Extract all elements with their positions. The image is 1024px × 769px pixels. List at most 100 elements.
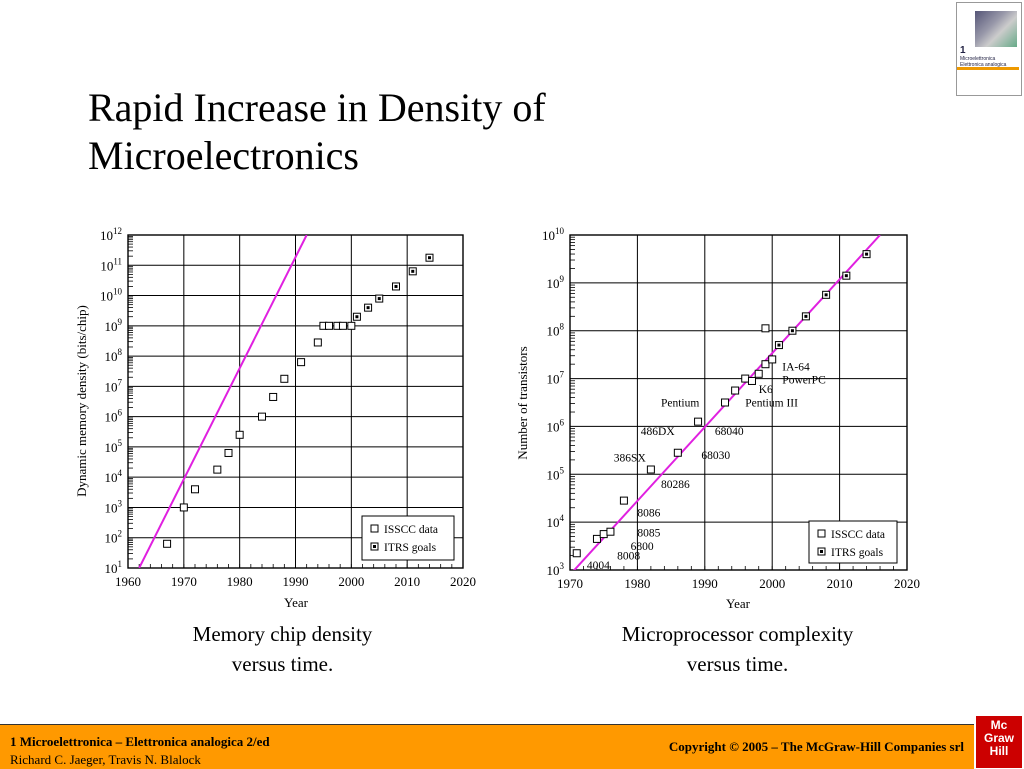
isscc-data-point	[673, 448, 682, 457]
footer-authors: Richard C. Jaeger, Travis N. Blalock	[10, 752, 201, 767]
y-tick-label: 104	[547, 513, 565, 530]
x-axis-label: Year	[284, 595, 309, 610]
isscc-data-point	[761, 360, 770, 369]
book-cover-thumbnail: 1 Microelettronica Elettronica analogica	[956, 2, 1022, 96]
isscc-data-point	[297, 358, 306, 367]
isscc-data-point	[754, 369, 763, 378]
legend-marker-dot	[820, 550, 823, 553]
isscc-data-point	[592, 534, 601, 543]
itrs-goal-point-dot	[824, 293, 828, 297]
chip-annotation: IA-64	[782, 362, 810, 374]
x-axis-label: Year	[726, 596, 751, 611]
isscc-data-point	[338, 321, 347, 330]
x-tick-label: 2010	[394, 574, 420, 589]
x-tick-label: 1980	[624, 576, 650, 591]
footer-bar: 1 Microelettronica – Elettronica analogi…	[0, 724, 974, 769]
isscc-data-point	[721, 398, 730, 407]
isscc-data-point	[179, 503, 188, 512]
legend-box	[808, 520, 898, 564]
x-tick-label: 1960	[115, 574, 141, 589]
itrs-goal-point-dot	[865, 252, 869, 256]
isscc-data-point	[599, 530, 608, 539]
chip-annotation: K6	[759, 384, 773, 396]
legend-box	[361, 515, 455, 561]
y-tick-label: 107	[547, 370, 565, 387]
legend-label: ITRS goals	[831, 547, 884, 559]
y-tick-label: 107	[105, 377, 123, 394]
x-tick-label: 2020	[450, 574, 476, 589]
itrs-goal-point-dot	[804, 314, 808, 318]
isscc-data-point	[768, 355, 777, 364]
legend-label: ISSCC data	[384, 524, 438, 536]
isscc-data-point	[572, 549, 581, 558]
y-tick-label: 108	[105, 347, 123, 364]
mcgraw-hill-logo: Mc Graw Hill	[976, 716, 1022, 768]
chip-annotation: Pentium	[661, 398, 699, 410]
y-tick-label: 106	[547, 417, 565, 434]
isscc-data-point	[747, 376, 756, 385]
y-tick-label: 103	[105, 498, 123, 515]
isscc-data-point	[269, 392, 278, 401]
itrs-goal-point-dot	[790, 329, 794, 333]
x-tick-label: 2020	[894, 576, 920, 591]
y-tick-label: 105	[547, 465, 565, 482]
isscc-data-point	[741, 374, 750, 383]
memory-density-chart: 1960 1970 1980 1990 2000 2010 2020 101 102 103 104…	[74, 226, 476, 610]
isscc-data-point	[235, 430, 244, 439]
legend-marker	[817, 529, 826, 538]
caption-memory-density: Memory chip density versus time.	[192, 622, 373, 676]
y-axis-label: Dynamic memory density (bits/chip)	[74, 305, 89, 497]
legend-marker-dot	[373, 545, 376, 548]
y-tick-label: 103	[547, 561, 565, 578]
chip-annotation: 8086	[637, 508, 660, 520]
legend-label: ISSCC data	[831, 529, 885, 541]
isscc-data-point	[224, 448, 233, 457]
chip-annotation: 4004	[587, 560, 610, 572]
y-tick-label: 105	[105, 438, 123, 455]
chip-annotation: Pentium III	[745, 398, 798, 410]
x-tick-label: 1970	[171, 574, 197, 589]
isscc-data-point	[347, 321, 356, 330]
isscc-data-point	[213, 465, 222, 474]
y-tick-label: 1011	[100, 256, 122, 273]
x-tick-label: 1970	[557, 576, 583, 591]
itrs-goal-point-dot	[394, 284, 398, 288]
isscc-data-point	[191, 485, 199, 494]
isscc-data-point	[694, 417, 703, 426]
chip-annotation: 68040	[715, 426, 744, 438]
footer-copyright: Copyright © 2005 – The McGraw-Hill Compa…	[668, 739, 964, 754]
y-tick-label: 109	[105, 317, 123, 334]
book-cover-title: Microelettronica Elettronica analogica	[960, 56, 1007, 68]
x-tick-label: 1980	[227, 574, 253, 589]
x-tick-label: 1990	[692, 576, 718, 591]
slide-title: Rapid Increase in Density of Microelectr…	[88, 85, 546, 178]
itrs-goal-point-dot	[377, 297, 381, 301]
legend-marker	[370, 524, 379, 533]
x-tick-label: 2010	[827, 576, 853, 591]
trend-line	[138, 235, 308, 568]
x-tick-label: 1990	[283, 574, 309, 589]
chip-annotation: 6800	[631, 541, 654, 553]
book-cover-number: 1	[960, 45, 966, 56]
isscc-data-point	[258, 412, 266, 421]
isscc-data-point	[163, 539, 172, 548]
chip-annotation: 8008	[617, 551, 640, 563]
caption-microprocessor-complexity: Microprocessor complexity versus time.	[621, 622, 854, 676]
y-tick-label: 104	[105, 468, 123, 485]
isscc-data-point	[646, 465, 655, 474]
chip-annotation: 386SX	[614, 453, 647, 465]
chip-annotation: 8085	[637, 528, 660, 540]
book-cover-image	[975, 11, 1017, 47]
isscc-data-point	[313, 338, 322, 347]
book-cover-stripe	[957, 67, 1019, 70]
itrs-goal-point-dot	[355, 315, 359, 319]
y-axis-label: Number of transistors	[515, 346, 530, 459]
isscc-data-point	[731, 386, 740, 395]
isscc-data-point	[619, 496, 628, 505]
isscc-data-point	[325, 321, 333, 330]
y-tick-label: 1010	[100, 287, 123, 304]
y-tick-label: 108	[547, 322, 565, 339]
itrs-goal-point-dot	[428, 256, 431, 260]
footer-book-title: 1 Microelettronica – Elettronica analogi…	[10, 734, 270, 749]
y-tick-label: 102	[105, 529, 123, 546]
